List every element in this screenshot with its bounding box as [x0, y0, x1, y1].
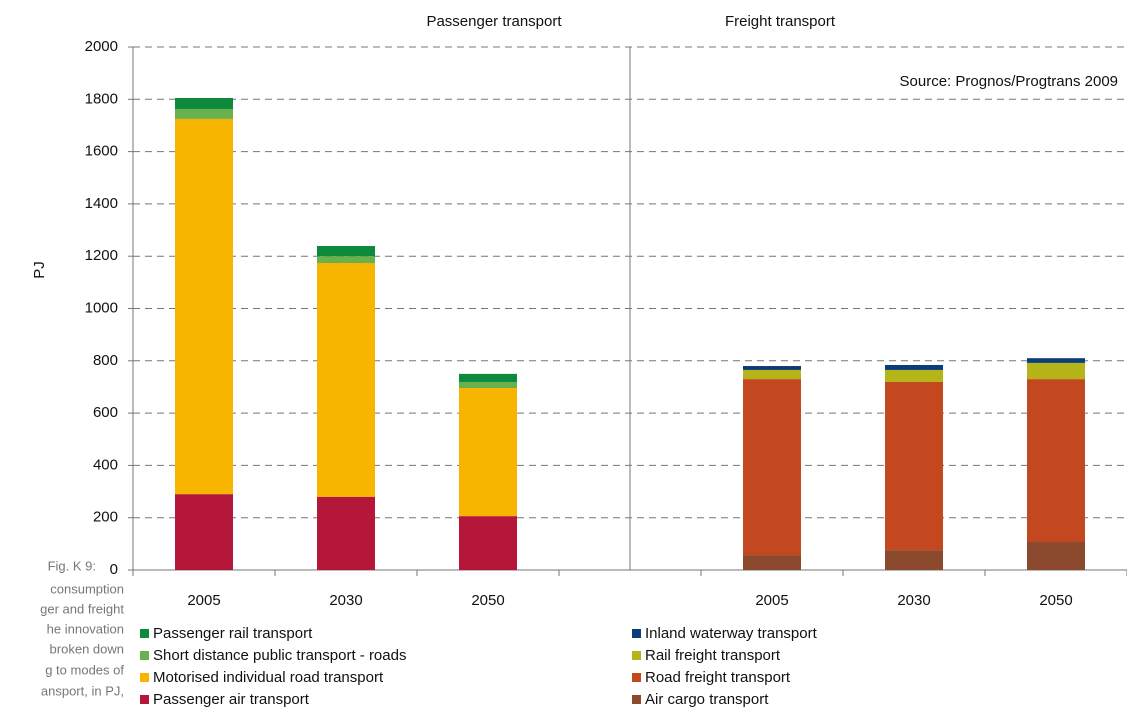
legend-swatch [632, 629, 641, 638]
bar-segment [175, 494, 233, 570]
legend-swatch [632, 673, 641, 682]
y-tick-label: 1800 [85, 90, 118, 107]
caption-line: he innovation [47, 621, 124, 636]
legend-label: Passenger air transport [153, 691, 310, 708]
y-tick-label: 600 [93, 404, 118, 421]
group-title: Passenger transport [426, 13, 562, 30]
bar-segment [459, 373, 517, 382]
bar-segment [885, 369, 943, 382]
legend-swatch [140, 695, 149, 704]
group-title: Freight transport [725, 13, 836, 30]
bar-segment [317, 256, 375, 263]
y-tick-label: 1200 [85, 247, 118, 264]
bar-segment [743, 555, 801, 570]
bar-segment [743, 366, 801, 370]
legend-swatch [140, 651, 149, 660]
bar-segment [1027, 379, 1085, 543]
bar-segment [885, 550, 943, 570]
legend-label: Motorised individual road transport [153, 669, 384, 686]
legend-label: Inland waterway transport [645, 625, 818, 642]
bar-segment [743, 379, 801, 556]
bar-segment [1027, 358, 1085, 363]
y-axis-label: PJ [31, 261, 48, 279]
caption-line: ger and freight [40, 601, 124, 616]
legend-label: Air cargo transport [645, 691, 769, 708]
bar-segment [459, 516, 517, 570]
bar-segment [317, 246, 375, 257]
y-tick-label: 200 [93, 509, 118, 526]
bar-segment [1027, 362, 1085, 380]
bar-segment [175, 108, 233, 119]
bar-segment [459, 381, 517, 388]
bar-segment [317, 496, 375, 570]
bar-segment [885, 364, 943, 370]
y-tick-label: 0 [110, 561, 118, 578]
bar-segment [1027, 542, 1085, 570]
caption-line: g to modes of [45, 662, 124, 677]
x-tick-label: 2005 [187, 592, 220, 609]
legend-swatch [140, 673, 149, 682]
legend-label: Passenger rail transport [153, 625, 313, 642]
x-tick-label: 2050 [1039, 592, 1072, 609]
legend-label: Short distance public transport - roads [153, 647, 406, 664]
caption-line: ansport, in PJ, [41, 683, 124, 698]
source-note: Source: Prognos/Progtrans 2009 [900, 73, 1118, 90]
bar-segment [743, 369, 801, 380]
bar-segment [175, 118, 233, 495]
y-tick-label: 2000 [85, 38, 118, 55]
y-tick-label: 1000 [85, 299, 118, 316]
bar-segment [885, 381, 943, 551]
caption-line: broken down [50, 641, 124, 656]
x-tick-label: 2005 [755, 592, 788, 609]
y-tick-label: 800 [93, 352, 118, 369]
x-tick-label: 2050 [471, 592, 504, 609]
caption-line: consumption [50, 581, 124, 596]
legend-label: Road freight transport [645, 669, 791, 686]
bar-segment [175, 97, 233, 109]
y-tick-label: 1600 [85, 143, 118, 160]
x-tick-label: 2030 [897, 592, 930, 609]
x-tick-label: 2030 [329, 592, 362, 609]
y-tick-label: 400 [93, 456, 118, 473]
legend-swatch [632, 651, 641, 660]
bar-segment [317, 262, 375, 497]
y-tick-label: 1400 [85, 195, 118, 212]
bar-segment [459, 387, 517, 517]
legend-swatch [140, 629, 149, 638]
caption-line: Fig. K 9: [48, 558, 96, 573]
legend-label: Rail freight transport [645, 647, 781, 664]
legend-swatch [632, 695, 641, 704]
